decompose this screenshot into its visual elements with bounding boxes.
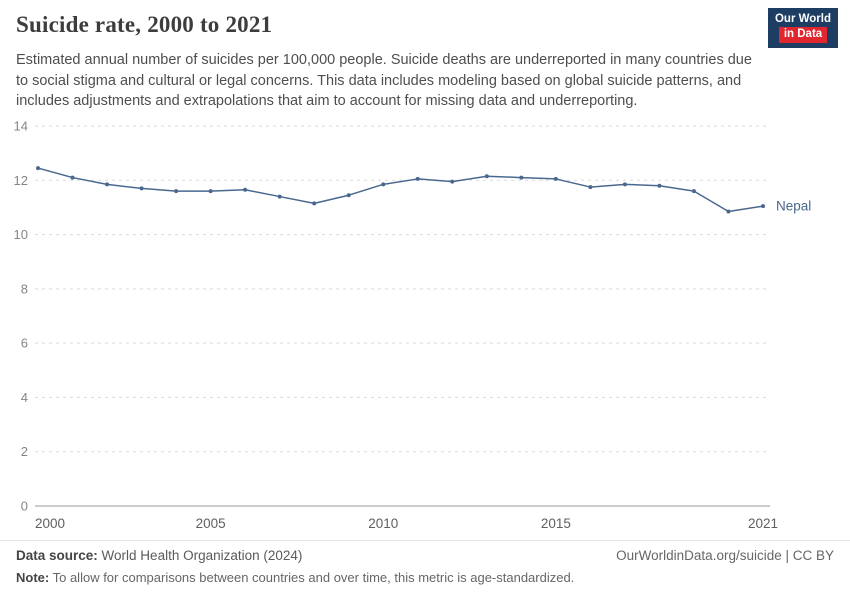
data-point [691, 189, 696, 194]
y-tick-label: 0 [21, 499, 28, 514]
logo-line2: in Data [778, 27, 828, 43]
x-tick-label: 2000 [35, 516, 65, 531]
data-point [277, 194, 282, 199]
page-title: Suicide rate, 2000 to 2021 [16, 12, 273, 37]
owid-logo[interactable]: Our World in Data [768, 8, 838, 48]
data-point [519, 175, 524, 180]
y-tick-label: 8 [21, 281, 28, 296]
footer-note-label: Note: [16, 570, 50, 585]
y-tick-label: 2 [21, 444, 28, 459]
series-end-label[interactable]: Nepal [776, 199, 811, 214]
footer-note: Note: To allow for comparisons between c… [16, 570, 574, 585]
data-point [208, 189, 213, 194]
footer-divider [0, 540, 850, 541]
data-source-label: Data source: [16, 548, 98, 563]
data-point [381, 182, 386, 187]
data-point [174, 189, 179, 194]
y-tick-label: 14 [14, 119, 28, 134]
logo-line1: Our World [774, 12, 831, 25]
x-tick-label: 2010 [368, 516, 398, 531]
data-point [105, 182, 110, 187]
data-point [588, 185, 593, 190]
x-tick-label: 2005 [196, 516, 226, 531]
data-point [553, 176, 558, 181]
footer-license-link[interactable]: OurWorldinData.org/suicide | CC BY [616, 548, 834, 563]
data-point [761, 204, 765, 209]
y-tick-label: 10 [14, 227, 28, 242]
data-point [726, 209, 731, 214]
data-point [243, 187, 248, 192]
x-tick-label: 2015 [541, 516, 571, 531]
y-tick-label: 12 [14, 173, 28, 188]
data-point [70, 175, 75, 180]
data-point [484, 174, 489, 179]
x-tick-label: 2021 [748, 516, 778, 531]
data-point [415, 176, 420, 181]
series-line [37, 167, 764, 213]
data-point [139, 186, 144, 191]
data-source-text: World Health Organization (2024) [101, 548, 303, 563]
data-source: Data source: World Health Organization (… [16, 548, 302, 563]
data-point [622, 182, 627, 187]
footer-note-text: To allow for comparisons between countri… [52, 570, 575, 585]
y-tick-label: 6 [21, 336, 28, 351]
line-chart-canvas: 0 2 4 6 8 10 12 14 2000 2005 2010 2015 2021 Nepal [14, 119, 812, 532]
data-point [657, 183, 662, 188]
data-point [346, 193, 351, 198]
footer-row: Data source: World Health Organization (… [16, 548, 834, 563]
data-point [312, 201, 317, 206]
data-point [36, 166, 40, 171]
chart-subtitle: Estimated annual number of suicides per … [16, 52, 752, 110]
y-tick-label: 4 [21, 390, 28, 405]
data-point [450, 179, 455, 184]
